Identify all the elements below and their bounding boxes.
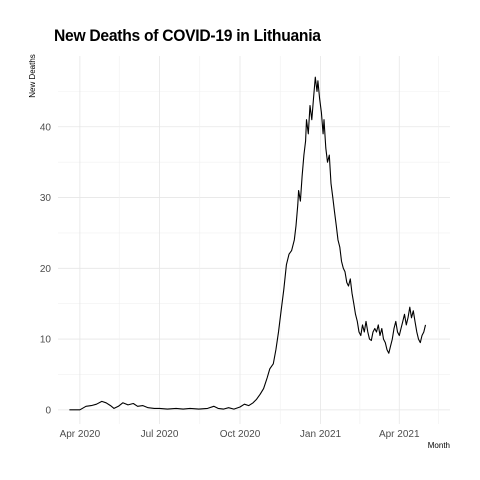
y-tick-label: 40	[40, 122, 52, 133]
x-tick-label: Jul 2020	[141, 429, 179, 440]
y-tick-label: 0	[45, 405, 51, 416]
y-tick-label: 20	[40, 264, 52, 275]
series-line	[69, 76, 427, 411]
y-tick-label: 10	[40, 335, 52, 346]
grid-lines	[58, 56, 450, 424]
x-tick-label: Oct 2020	[220, 429, 261, 440]
x-tick-label: Apr 2020	[60, 429, 101, 440]
y-tick-label: 30	[40, 193, 52, 204]
y-axis-label: New Deaths	[28, 54, 37, 98]
chart-title: New Deaths of COVID-19 in Lithuania	[54, 26, 321, 45]
x-tick-label: Apr 2021	[379, 429, 420, 440]
x-tick-label: Jan 2021	[300, 429, 342, 440]
axis-tick-labels: 0 10 20 30 40 Apr 2020 Jul 2020 Oct 2020 Jan 202…	[40, 122, 420, 440]
x-axis-label: Month	[428, 441, 450, 450]
